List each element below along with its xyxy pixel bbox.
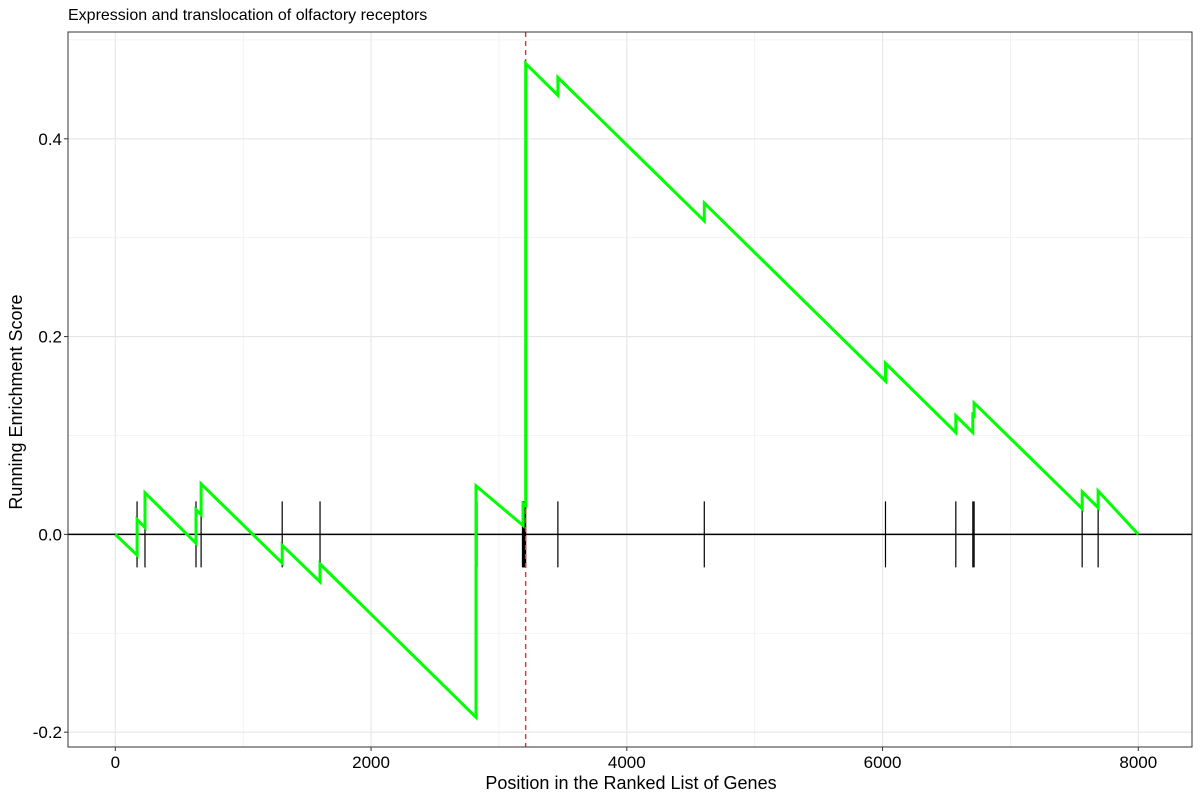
x-tick-label: 4000 <box>608 753 646 772</box>
panel-border <box>67 31 1193 748</box>
x-tick-label: 0 <box>111 753 120 772</box>
x-tick-label: 6000 <box>864 753 902 772</box>
y-tick-label: 0.4 <box>38 130 62 149</box>
grid <box>68 32 1192 747</box>
y-axis-title: Running Enrichment Score <box>6 294 26 509</box>
chart-title: Expression and translocation of olfactor… <box>68 7 427 24</box>
enrichment-score-line <box>114 60 1140 721</box>
x-tick-label: 2000 <box>352 753 390 772</box>
x-axis-title: Position in the Ranked List of Genes <box>485 773 776 793</box>
y-tick-label: -0.2 <box>33 723 62 742</box>
y-tick-label: 0.0 <box>38 525 62 544</box>
series-layer <box>114 60 1140 721</box>
y-tick-label: 0.2 <box>38 328 62 347</box>
x-tick-label: 8000 <box>1119 753 1157 772</box>
axis-ticks: 0 2000 4000 6000 8000 -0.2 0.0 0.2 0.4 <box>33 130 1158 772</box>
